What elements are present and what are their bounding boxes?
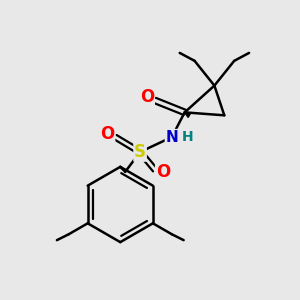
Text: O: O	[156, 163, 170, 181]
Text: S: S	[134, 143, 146, 161]
Text: O: O	[100, 125, 115, 143]
Text: N: N	[165, 130, 178, 145]
Text: H: H	[182, 130, 194, 144]
Text: O: O	[140, 88, 154, 106]
